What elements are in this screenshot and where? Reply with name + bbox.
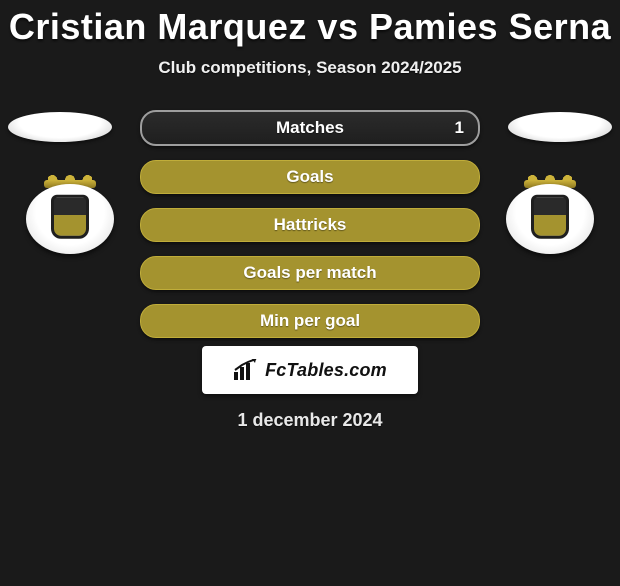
page-title: Cristian Marquez vs Pamies Serna: [0, 6, 620, 48]
player-left-avatar-placeholder: [8, 112, 112, 142]
stat-label: Min per goal: [260, 311, 360, 331]
stat-row-goals: Goals: [140, 160, 480, 194]
bar-chart-icon: [233, 359, 259, 381]
stat-right-value: 1: [455, 112, 464, 144]
stat-label: Matches: [276, 118, 344, 138]
page-subtitle: Club competitions, Season 2024/2025: [0, 58, 620, 78]
fctables-logo: FcTables.com: [202, 346, 418, 394]
stat-row-goals-per-match: Goals per match: [140, 256, 480, 290]
club-badge-right: [500, 170, 600, 254]
stat-row-hattricks: Hattricks: [140, 208, 480, 242]
stat-row-min-per-goal: Min per goal: [140, 304, 480, 338]
stat-pills: Matches 1 Goals Hattricks Goals per matc…: [140, 110, 480, 338]
comparison-date: 1 december 2024: [0, 410, 620, 431]
stat-row-matches: Matches 1: [140, 110, 480, 146]
fctables-logo-text: FcTables.com: [265, 360, 387, 381]
club-badge-left: [20, 170, 120, 254]
shield-icon: [26, 184, 114, 254]
player-right-avatar-placeholder: [508, 112, 612, 142]
stat-label: Goals per match: [243, 263, 376, 283]
stat-label: Hattricks: [274, 215, 347, 235]
stat-label: Goals: [286, 167, 333, 187]
shield-icon: [506, 184, 594, 254]
